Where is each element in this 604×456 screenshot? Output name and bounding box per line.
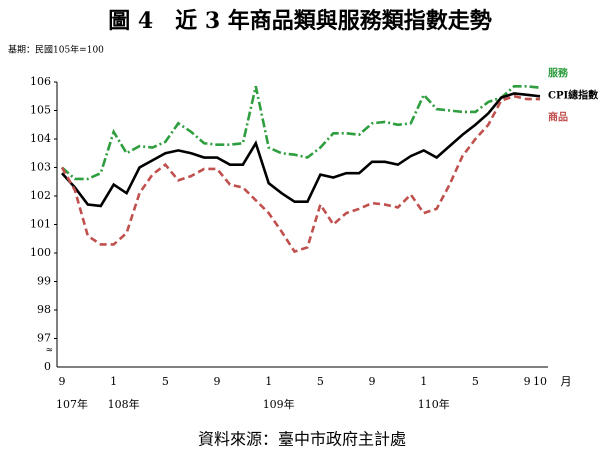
x-tick-label: 5 <box>472 375 479 388</box>
y-tick-label: 99 <box>37 275 51 288</box>
x-tick-label: 1 <box>110 375 117 388</box>
y-tick-label: 98 <box>37 303 51 316</box>
x-tick-label: 10 <box>533 375 547 388</box>
y-break-symbol: ≈ <box>45 346 53 356</box>
series-label: 商品 <box>548 111 568 124</box>
x-unit: 月 <box>561 375 572 388</box>
series-label: 服務 <box>548 67 569 80</box>
y-tick-label: 103 <box>30 161 51 174</box>
x-tick-label: 9 <box>369 375 376 388</box>
chart-title: 圖 4 近 3 年商品類與服務類指數走勢 <box>108 8 492 34</box>
x-tick-label: 5 <box>162 375 169 388</box>
y-tick-label: 101 <box>30 218 51 231</box>
source-note: 資料來源：臺中市政府主計處 <box>198 430 406 449</box>
year-label: 107年 <box>56 397 88 411</box>
year-label: 110年 <box>418 397 450 411</box>
x-tick-label: 1 <box>265 375 272 388</box>
x-tick-label: 9 <box>214 375 221 388</box>
series-line <box>61 84 541 181</box>
x-tick-label: 5 <box>317 375 324 388</box>
y-tick-label: 102 <box>30 189 51 202</box>
chart-subtitle: 基期：民國105年=100 <box>8 44 104 56</box>
series-line <box>61 92 541 208</box>
y-tick-label: 97 <box>37 332 51 345</box>
y-tick-label: 100 <box>30 246 51 259</box>
x-tick-label: 9 <box>524 375 531 388</box>
y-tick-label: 105 <box>30 104 51 117</box>
y-tick-label: 106 <box>30 75 51 88</box>
series-label: CPI總指數 <box>548 89 598 102</box>
series-line <box>60 94 540 254</box>
x-tick-label: 9 <box>59 375 66 388</box>
year-label: 108年 <box>108 397 140 411</box>
x-tick-label: 1 <box>420 375 427 388</box>
year-label: 109年 <box>263 397 295 411</box>
y-break-label: 0 <box>44 360 51 373</box>
y-tick-label: 104 <box>30 132 51 145</box>
